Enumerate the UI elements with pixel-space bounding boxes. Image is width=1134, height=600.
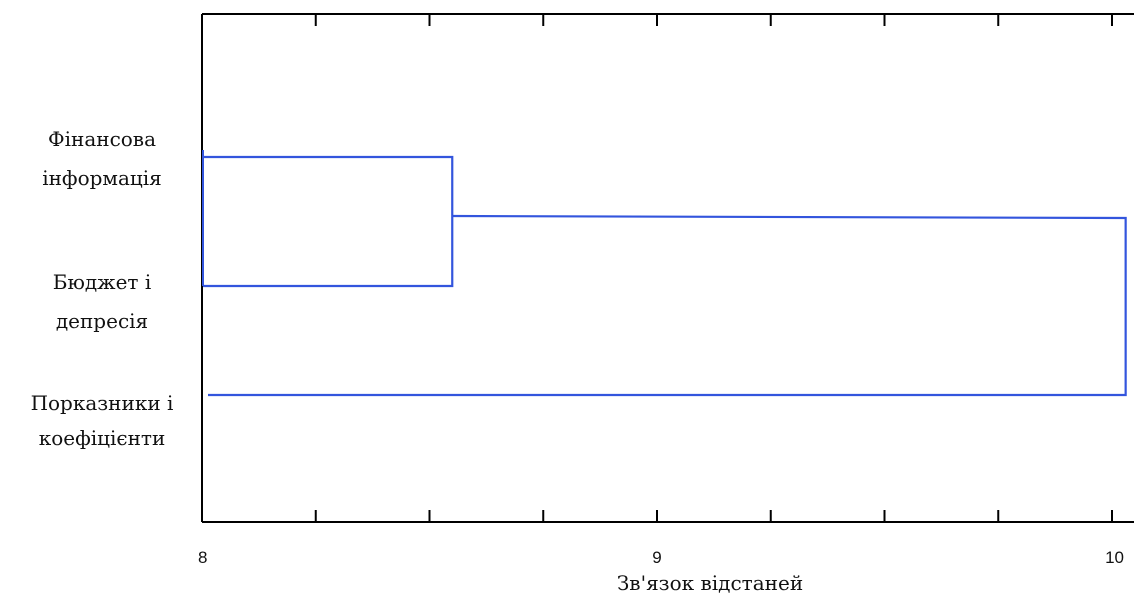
leaf-label-line: Порказники і — [31, 391, 174, 415]
plot-frame — [201, 13, 1134, 523]
x-tick-label: 8 — [198, 548, 207, 567]
x-tick-label: 10 — [1105, 548, 1124, 567]
x-tick-labels: 8 9 10 — [198, 548, 1124, 567]
x-tick-label: 9 — [652, 548, 661, 567]
dendrogram-links — [202, 150, 1127, 397]
leaf-label-line: Бюджет і — [53, 270, 151, 294]
x-axis-title: Зв'язок відстаней — [617, 571, 803, 595]
merge-link-1 — [203, 155, 454, 288]
leaf-label-line: інформація — [42, 166, 162, 190]
leaf-label-line: Фінансова — [48, 127, 156, 151]
leaf-label-line: депресія — [56, 309, 148, 333]
axis-ticks — [314, 14, 1113, 522]
leaf-labels: Фінансова інформація Бюджет і депресія Порка… — [31, 127, 174, 450]
merge-link-2 — [208, 214, 1127, 397]
leaf-label-line: коефіцієнти — [39, 426, 166, 450]
